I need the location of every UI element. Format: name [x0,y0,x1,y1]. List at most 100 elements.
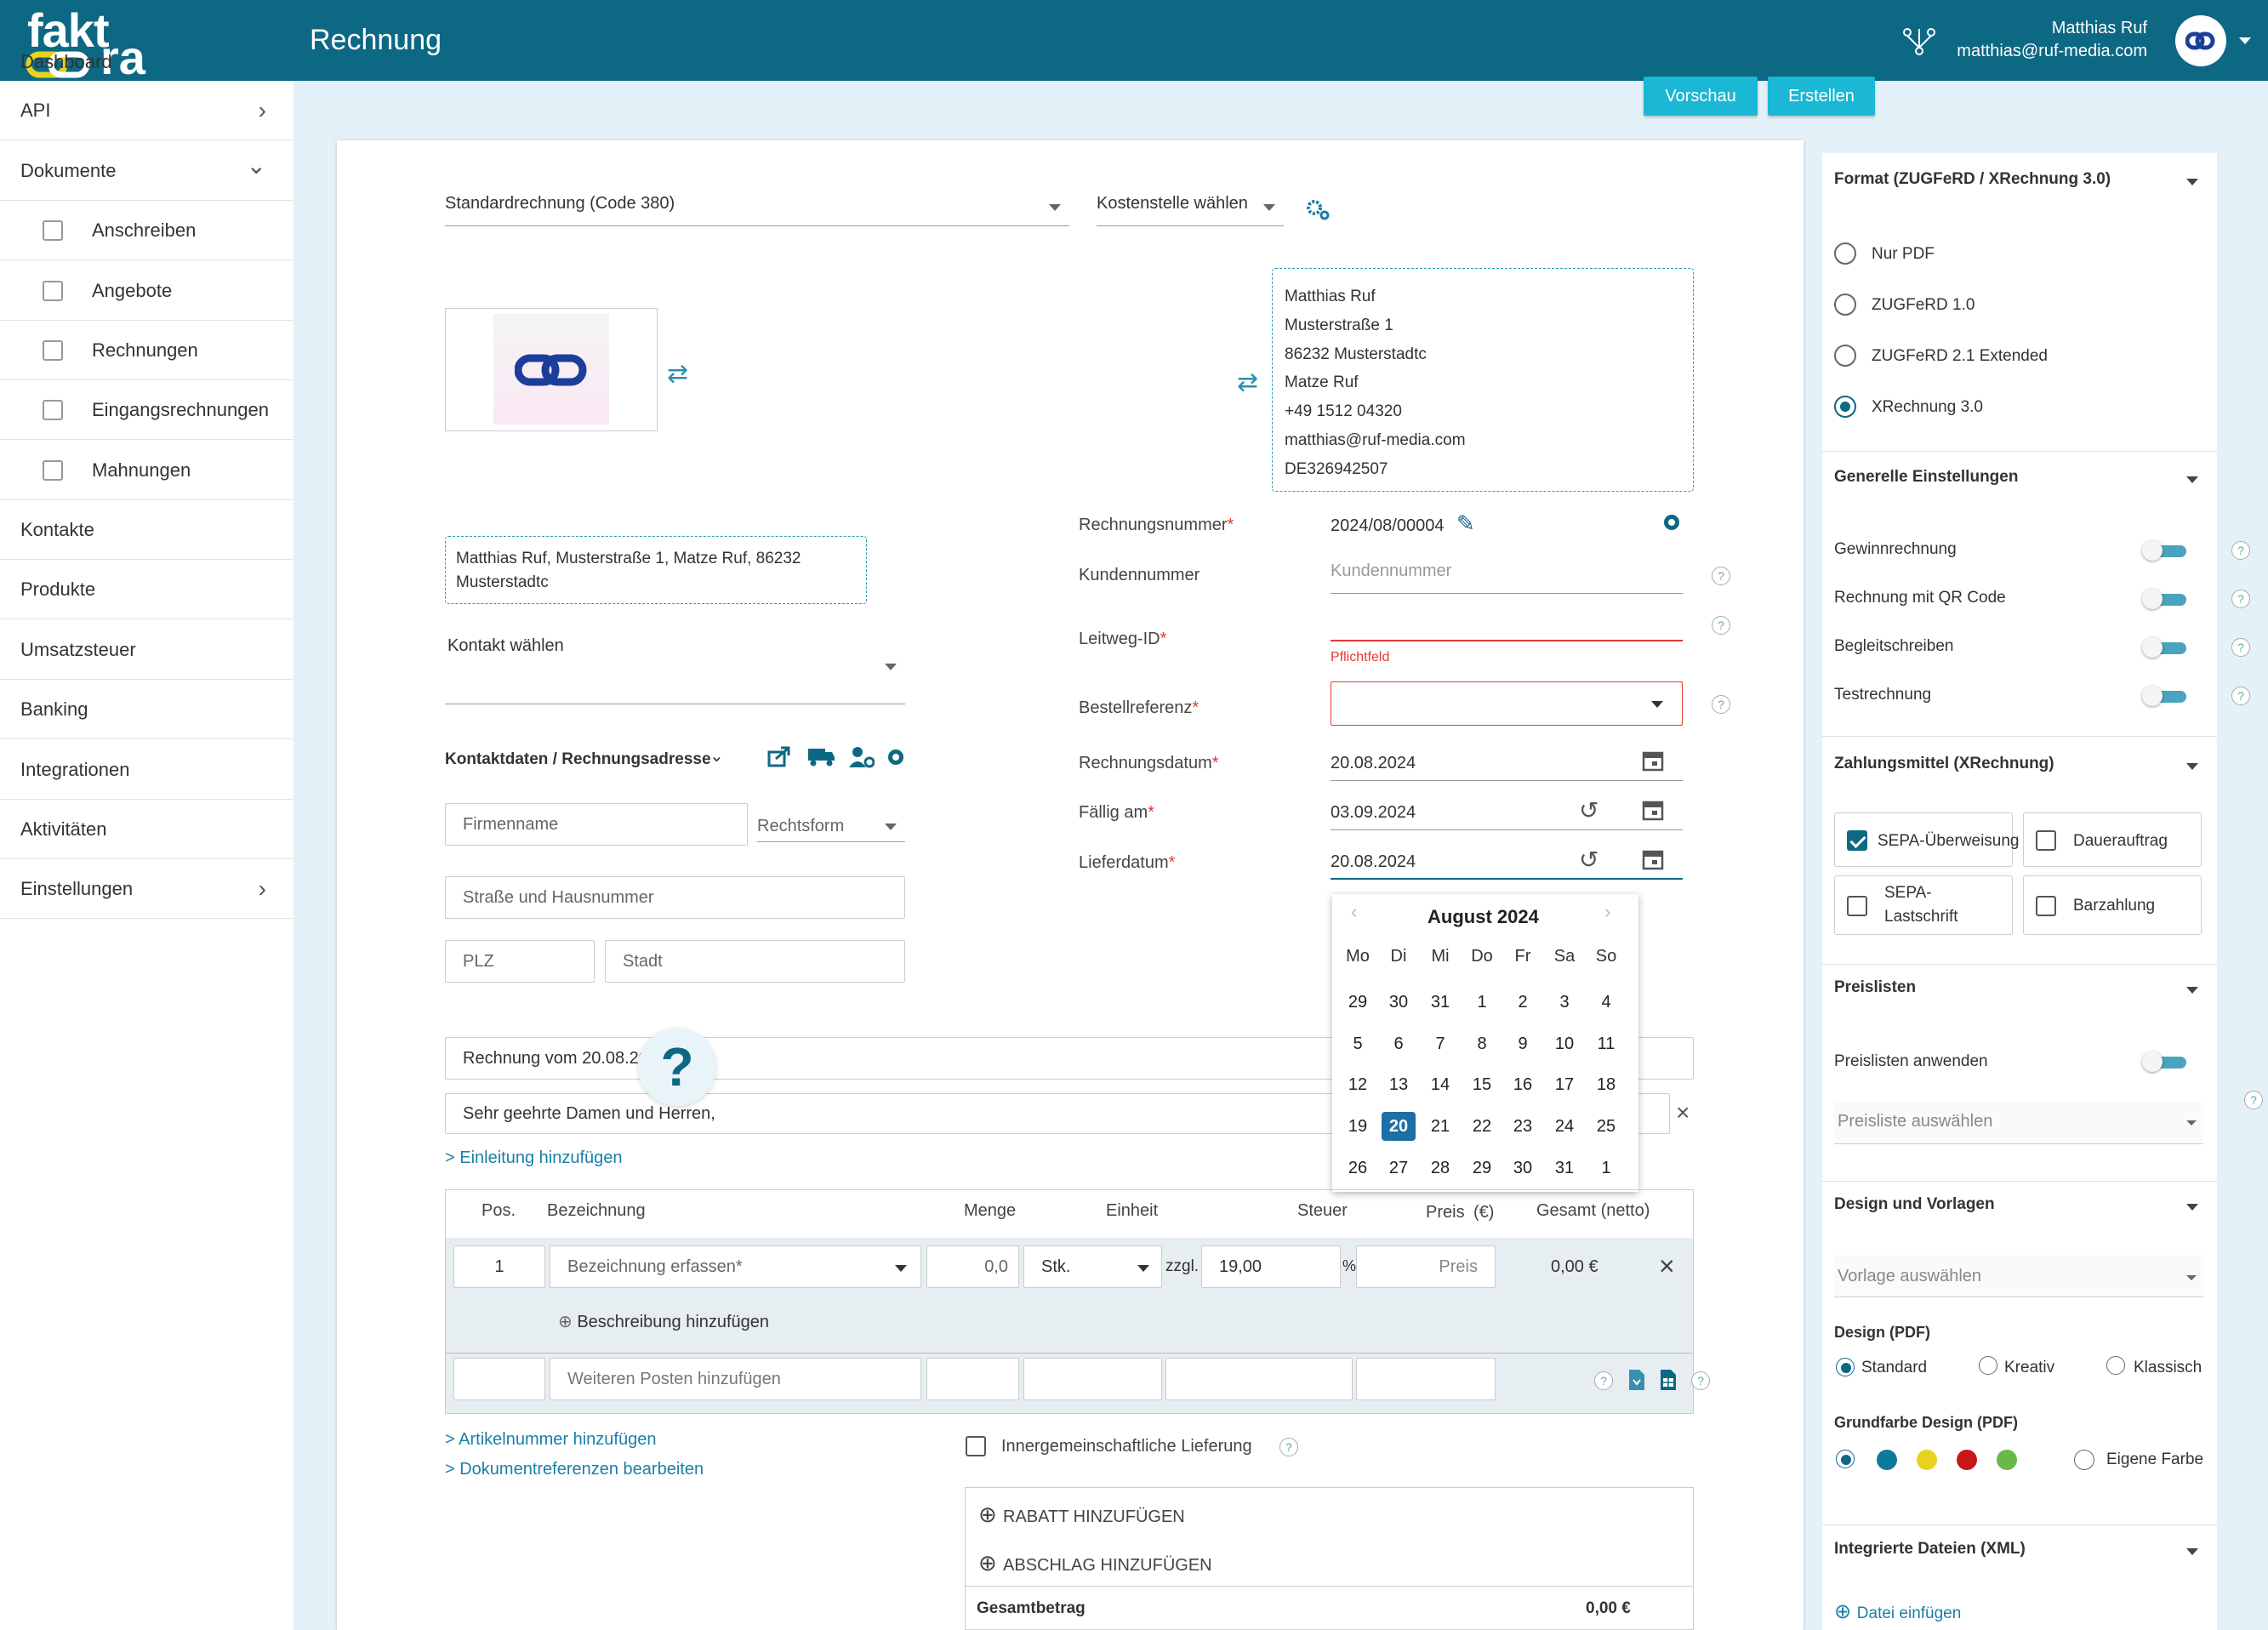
new-tax-input[interactable] [1165,1358,1353,1400]
calendar-day[interactable]: 17 [1554,1074,1575,1094]
calendar-day[interactable]: 23 [1513,1116,1533,1136]
format-radio-nur-pdf[interactable] [1834,242,1856,265]
add-description-link[interactable]: ⊕ Beschreibung hinzufügen [558,1313,770,1331]
sidebar-item-angebote[interactable]: Angebote [0,261,293,321]
payment-cash[interactable]: Barzahlung [2023,875,2202,935]
swap-logo-icon[interactable]: ⇄ [667,360,689,388]
calendar-day[interactable]: 2 [1518,992,1528,1012]
calendar-day[interactable]: 30 [1388,992,1409,1012]
next-month-icon[interactable]: › [1604,901,1611,922]
calendar-day[interactable]: 16 [1513,1074,1533,1094]
close-icon[interactable]: × [1676,1099,1690,1126]
edit-doc-refs-link[interactable]: > Dokumentreferenzen bearbeiten [445,1460,704,1479]
calendar-icon[interactable] [1642,798,1664,822]
calendar-day[interactable]: 3 [1559,992,1570,1012]
color-swatch-teal[interactable] [1877,1450,1897,1470]
leitweg-input[interactable] [1331,609,1683,641]
calendar-day[interactable]: 21 [1430,1116,1450,1136]
payment-section-title[interactable]: Zahlungsmittel (XRechnung) [1834,755,2054,772]
cost-center-select[interactable]: Kostenstelle wählen [1097,194,1284,226]
share-icon[interactable] [767,745,791,767]
invoice-date-input[interactable]: 20.08.2024 [1331,747,1683,781]
preview-button[interactable]: Vorschau [1644,77,1758,116]
new-pos-input[interactable] [453,1358,545,1400]
help-icon[interactable]: ? [1712,616,1730,635]
calendar-day[interactable]: 11 [1597,1034,1616,1053]
calendar-icon[interactable] [1642,847,1664,871]
sidebar-item-integrationen[interactable]: Integrationen [0,740,293,800]
cover-letter-toggle[interactable] [2142,637,2186,658]
due-date-input[interactable]: 03.09.2024 [1331,796,1683,830]
template-select[interactable]: Vorlage auswählen [1834,1255,2203,1297]
help-icon[interactable]: ? [1594,1371,1613,1390]
add-file-link[interactable]: ⊕ Datei einfügen [1834,1600,1962,1623]
checkbox[interactable] [1847,896,1867,916]
history-icon[interactable]: ↺ [1579,797,1599,824]
sidebar-item-dokumente[interactable]: Dokumente ⌄ [0,141,293,201]
gears-icon[interactable] [1304,197,1333,223]
color-swatch-red[interactable] [1957,1450,1977,1470]
color-default-radio[interactable] [1836,1450,1855,1468]
calendar-day[interactable]: 5 [1353,1034,1363,1053]
calendar-day[interactable]: 19 [1348,1116,1368,1136]
chevron-down-icon[interactable] [2186,987,2198,994]
import-file-icon[interactable] [1627,1368,1646,1392]
profit-invoice-toggle[interactable] [2142,540,2186,561]
calendar-day[interactable]: 24 [1554,1116,1575,1136]
help-icon[interactable]: ? [1712,567,1730,585]
design-section-title[interactable]: Design und Vorlagen [1834,1195,1995,1213]
sidebar-item-banking[interactable]: Banking [0,680,293,739]
quantity-input[interactable]: 0,0 [926,1245,1019,1288]
app-logo[interactable]: fakt ra [26,7,145,82]
invoice-number-value[interactable]: 2024/08/00004 [1331,516,1445,535]
unit-select[interactable]: Stk. [1023,1245,1162,1288]
calendar-day[interactable]: 10 [1554,1034,1575,1053]
chevron-down-icon[interactable] [2186,763,2198,770]
general-section-title[interactable]: Generelle Einstellungen [1834,468,2019,486]
design-radio-klassisch[interactable] [2106,1356,2125,1375]
user-menu-chevron-icon[interactable] [2239,37,2251,44]
help-icon[interactable]: ? [2244,1091,2263,1109]
help-bubble-icon[interactable]: ? [638,1028,716,1106]
gear-icon[interactable] [1661,511,1683,533]
calendar-day[interactable]: 12 [1348,1074,1368,1094]
help-icon[interactable]: ? [1279,1438,1298,1456]
pricelists-section-title[interactable]: Preislisten [1834,978,1917,996]
chevron-down-icon[interactable] [2186,1204,2198,1211]
network-icon[interactable] [1900,26,1938,56]
user-email[interactable]: matthias@ruf-media.com [1957,42,2147,60]
pencil-icon[interactable]: ✎ [1456,510,1475,536]
sidebar-item-dashboard[interactable]: Dashboard [0,47,293,77]
color-swatch-yellow[interactable] [1917,1450,1937,1470]
zip-input[interactable]: PLZ [445,940,595,983]
sidebar-item-umsatzsteuer[interactable]: Umsatzsteuer [0,620,293,680]
help-icon[interactable]: ? [2231,590,2250,608]
new-unit-input[interactable] [1023,1358,1162,1400]
test-invoice-toggle[interactable] [2142,686,2186,706]
calendar-day[interactable]: 27 [1388,1158,1409,1177]
checkbox[interactable] [2036,830,2056,851]
user-settings-icon[interactable] [847,745,875,769]
calendar-day[interactable]: 14 [1430,1074,1450,1094]
legal-form-select[interactable]: Rechtsform [757,806,905,842]
format-section-title[interactable]: Format (ZUGFeRD / XRechnung 3.0) [1834,170,2111,188]
add-intro-link[interactable]: > Einleitung hinzufügen [445,1148,623,1167]
pricelists-toggle[interactable] [2142,1052,2186,1072]
user-name[interactable]: Matthias Ruf [2051,19,2147,37]
payment-sepa-debit[interactable]: SEPA-Lastschrift [1834,875,2013,935]
new-qty-input[interactable] [926,1358,1019,1400]
intra-eu-checkbox[interactable] [966,1436,986,1456]
add-discount-button[interactable]: ⊕ RABATT HINZUFÜGEN [978,1502,1185,1527]
chevron-down-icon[interactable] [2186,476,2198,483]
calendar-day[interactable]: 29 [1472,1158,1492,1177]
color-swatch-green[interactable] [1997,1450,2017,1470]
help-icon[interactable]: ? [1712,695,1730,714]
recipient-address-box[interactable]: Matthias Ruf, Musterstraße 1, Matze Ruf,… [445,536,867,604]
calendar-day[interactable]: 8 [1477,1034,1487,1053]
truck-icon[interactable] [806,745,835,767]
sidebar-item-mahnungen[interactable]: Mahnungen [0,441,293,500]
sidebar-item-anschreiben[interactable]: Anschreiben [0,201,293,260]
chevron-down-icon[interactable] [2186,1548,2198,1555]
price-input[interactable]: Preis [1356,1245,1496,1288]
add-item-input[interactable]: Weiteren Posten hinzufügen [550,1358,921,1400]
